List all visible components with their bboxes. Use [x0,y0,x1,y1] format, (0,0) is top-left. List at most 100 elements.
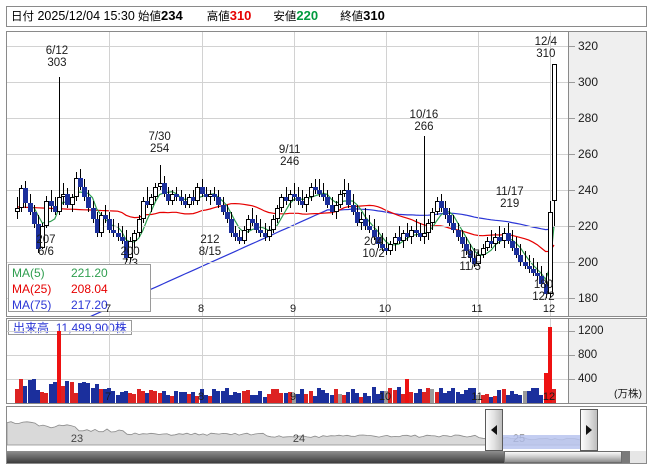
volume-bar [384,391,388,403]
price-chart-panel[interactable]: 6/12 303 7/30 254 9/11 246 10/16 266 11/17 219 12/… [6,31,647,317]
volume-bar [405,379,409,403]
candle-body-up [74,177,79,198]
candle-body-down [183,200,188,205]
volume-bar [363,392,367,403]
volume-axis-tick: 400 [578,373,598,385]
candle-body-down [116,233,121,237]
candle-body-down [166,193,171,201]
volume-plot-area[interactable]: 出来高 11,499,900株 [7,319,568,403]
volume-bar [531,387,535,403]
price-axis-tick: 260 [578,147,599,162]
month-gridline [550,32,551,316]
volume-bar [271,389,275,403]
candle-body-up [304,197,309,205]
volume-bar [28,380,32,403]
volume-bar [95,383,99,403]
low-value: 220 [296,8,319,23]
volume-month-tick-label: 11 [471,391,483,403]
volume-bar [460,393,464,403]
volume-bar [225,387,229,403]
horizontal-scrollbar[interactable] [7,451,646,463]
volume-bar [317,388,321,403]
volume-bar [36,390,40,403]
candle-wick [252,208,253,227]
candle-body-down [510,240,515,248]
annotation-date: 6/12 [45,45,69,57]
month-tick-label: 11 [471,303,483,315]
candle-body-down [372,229,377,237]
candle-body-down [82,186,87,198]
candle-body-down [313,186,318,191]
candle-body-down [523,262,528,266]
volume-bar [539,394,543,403]
volume-month-gridline [386,319,387,403]
candle-body-up [99,215,104,234]
navigator-right-handle[interactable] [580,409,598,451]
volume-bar [510,391,514,403]
scrollbar-thumb[interactable] [504,451,622,463]
price-axis-tick: 300 [578,75,599,90]
volume-bar [61,386,65,403]
price-plot-area[interactable]: 6/12 303 7/30 254 9/11 246 10/16 266 11/17 219 12/… [7,32,568,316]
candle-body-down [535,272,540,277]
candle-wick [294,182,295,201]
volume-bar [506,394,510,403]
annotation-date: 8/15 [198,245,222,258]
price-axis-tick-mark [569,154,575,155]
price-annotation: 6/12 303 [35,45,79,69]
candle-body-down [447,215,452,223]
candle-body-down [191,197,196,201]
candle-body-down [111,229,116,234]
price-annotation: 10/16 266 [402,109,446,133]
volume-unit-label: (万株) [614,388,642,400]
volume-bar [141,391,145,403]
range-navigator[interactable]: 232425 [6,406,647,464]
candle-body-down [284,197,289,201]
volume-bar [200,389,204,403]
candle-body-down [162,182,167,194]
volume-bar [439,387,443,403]
navigator-selection[interactable] [493,435,590,449]
scrollbar-track[interactable] [7,451,504,463]
candle-wick [319,179,320,198]
volume-bar [430,389,434,403]
volume-chart-panel[interactable]: 出来高 11,499,900株 (万株) 1200 800 400 [6,318,647,404]
volume-bar [397,387,401,403]
month-tick-label: 12 [542,303,556,315]
volume-axis: (万株) 1200 800 400 [568,319,646,403]
candle-wick [59,76,60,216]
volume-bar [233,392,237,403]
annotation-price: 207 [36,234,56,246]
candle-body-down [200,186,205,194]
volume-month-tick-label: 12 [542,391,556,403]
annotation-price: 197 [460,249,480,261]
volume-bar [162,391,166,403]
date-value: 2025/12/04 15:30 [37,9,135,23]
volume-bar [82,381,86,403]
volume-bar [544,373,548,403]
scrollbar-end-cap[interactable] [622,451,630,463]
close-value: 310 [363,8,385,23]
volume-bar [183,392,187,403]
volume-bar [229,394,233,403]
volume-bar [57,331,61,403]
price-annotation: 207 6/6 [24,234,68,258]
volume-bar [208,395,212,403]
low-group: 安値220 [273,8,318,24]
candle-body-up [334,204,339,212]
price-annotation: 11/17 219 [488,186,532,210]
volume-bar [309,391,313,403]
candle-body-down [258,229,263,234]
candle-wick [260,218,261,237]
annotation-date: 9/11 [278,144,301,156]
candle-body-up [70,197,75,205]
volume-bar [514,394,518,403]
month-gridline [478,32,479,316]
annotation-price: 200 [120,246,140,258]
volume-bar [19,379,23,403]
volume-bar [137,388,141,403]
price-axis-tick-mark [569,226,575,227]
navigator-left-handle[interactable] [485,409,503,451]
price-annotation: 2007/3 [108,246,152,270]
volume-bar [103,388,107,403]
